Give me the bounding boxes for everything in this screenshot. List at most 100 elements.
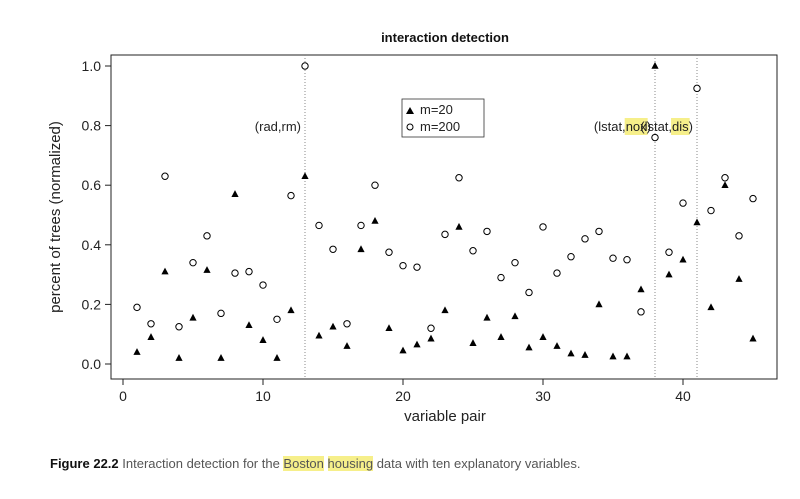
point-m200-5: [189, 258, 197, 267]
point-m20-28: [511, 312, 519, 320]
point-m20-43: [721, 181, 729, 188]
point-m20-7: [217, 354, 225, 361]
caption-highlight-housing: housing: [327, 456, 374, 471]
point-m200-6: [203, 232, 211, 240]
point-m200-19: [385, 248, 393, 256]
annotation-2-highlight: [671, 118, 690, 135]
annotation-1-part-0: (lstat,: [594, 119, 626, 134]
point-m200-12: [287, 191, 295, 200]
point-m200-33: [581, 235, 589, 243]
legend-box: [401, 98, 485, 138]
point-m200-43: [721, 174, 729, 182]
point-m200-18: [371, 181, 379, 189]
annotation-0: (rad,rm): [255, 119, 301, 134]
point-m20-17: [357, 245, 365, 253]
annotation-1-part-1: nox: [626, 119, 647, 134]
legend-label-m200: m=200: [420, 119, 460, 134]
y-axis-label: percent of trees (normalized): [47, 121, 64, 313]
point-m200-24: [455, 174, 463, 182]
point-m200-36: [623, 256, 631, 264]
point-m20-42: [707, 303, 715, 311]
point-m20-41: [693, 218, 701, 226]
point-m20-4: [175, 354, 183, 361]
legend-label-m20: m=20: [420, 102, 453, 117]
point-m20-40: [679, 255, 687, 263]
y-tick-label-0: 0.0: [82, 356, 102, 372]
point-m20-45: [749, 334, 757, 342]
point-m200-34: [595, 227, 603, 236]
point-m20-32: [567, 349, 575, 357]
figure-caption: Figure 22.2 Interaction detection for th…: [50, 456, 580, 471]
point-m20-35: [609, 352, 617, 360]
x-tick-label-2: 20: [395, 388, 411, 404]
point-m20-9: [245, 321, 253, 329]
point-m200-16: [343, 320, 351, 328]
point-m20-44: [735, 275, 743, 282]
point-m200-17: [357, 221, 365, 230]
x-tick-label-4: 40: [675, 388, 691, 404]
legend: m=20 m=200: [401, 98, 485, 138]
point-m200-27: [497, 273, 505, 282]
point-m20-3: [161, 267, 169, 275]
caption-text-3: data with ten explanatory variables.: [373, 456, 581, 471]
point-m200-41: [693, 84, 701, 93]
x-tick-label-3: 30: [535, 388, 551, 404]
point-m200-25: [469, 247, 477, 255]
point-m20-37: [637, 285, 645, 293]
point-m200-8: [231, 269, 239, 277]
point-m200-10: [259, 281, 267, 289]
point-m200-35: [609, 254, 617, 262]
point-m20-12: [287, 306, 295, 314]
point-m200-11: [273, 315, 281, 323]
point-m20-24: [455, 222, 463, 230]
point-m200-38: [651, 133, 659, 142]
point-m200-32: [567, 253, 575, 261]
annotation-1: (lstat,nox): [594, 119, 651, 134]
data-points: [133, 62, 757, 361]
point-m200-37: [637, 308, 645, 316]
y-tick-label-3: 0.6: [82, 177, 102, 193]
annotation-1-highlight: [624, 118, 648, 135]
x-axis-label: variable pair: [404, 408, 486, 425]
point-m20-27: [497, 333, 505, 340]
point-m20-10: [259, 336, 267, 343]
caption-text-1: Interaction detection for the: [122, 456, 284, 471]
point-m20-18: [371, 216, 379, 224]
point-m200-30: [539, 223, 547, 231]
y-tick-label-1: 0.2: [82, 296, 102, 312]
point-m200-23: [441, 230, 449, 239]
point-m200-2: [147, 320, 155, 328]
annotation-0-part-0: (rad,rm): [255, 119, 301, 134]
point-m20-22: [427, 334, 435, 342]
y-tick-label-5: 1.0: [82, 58, 102, 74]
point-m20-23: [441, 306, 449, 314]
point-m200-3: [161, 172, 169, 180]
point-m200-40: [679, 199, 687, 207]
point-m20-39: [665, 270, 673, 278]
point-m200-9: [245, 267, 253, 276]
point-m20-15: [329, 322, 337, 330]
y-tick-label-4: 0.8: [82, 118, 102, 134]
point-m20-25: [469, 339, 477, 346]
x-tick-label-0: 0: [119, 388, 127, 404]
annotation-1-part-2: ): [647, 119, 651, 134]
plot-frame: [110, 54, 778, 380]
point-m20-29: [525, 343, 533, 351]
point-m200-21: [413, 263, 421, 271]
point-m200-14: [315, 221, 323, 230]
point-m200-20: [399, 261, 407, 270]
point-m200-39: [665, 248, 673, 256]
point-m20-14: [315, 331, 323, 339]
legend-marker-m200: [406, 123, 414, 131]
point-m200-22: [427, 324, 435, 332]
figure-label: Figure 22.2: [50, 456, 119, 471]
point-m200-1: [133, 303, 141, 312]
point-m20-36: [623, 352, 631, 360]
point-m200-44: [735, 232, 743, 240]
point-m200-13: [301, 62, 309, 70]
point-m20-11: [273, 354, 281, 361]
chart: interaction detection 0.0 0.2 0.4 0.6 0.8 1.0…: [47, 30, 778, 425]
point-m20-33: [581, 351, 589, 358]
point-m20-20: [399, 346, 407, 354]
point-m200-15: [329, 245, 337, 253]
